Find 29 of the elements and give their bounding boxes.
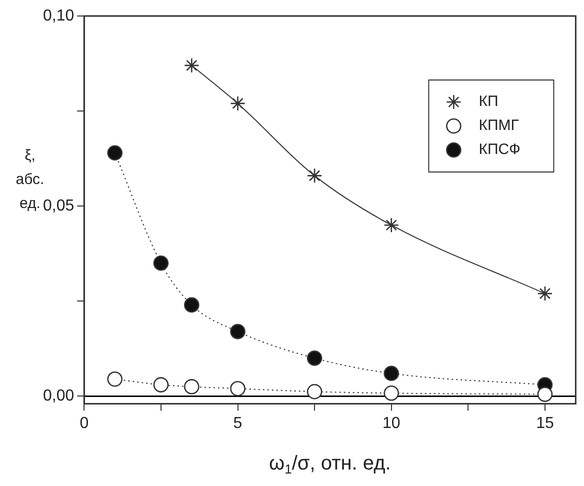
point: [306, 350, 322, 366]
x-tick-label: 15: [536, 414, 554, 432]
point: [537, 286, 553, 302]
x-tick-label: 0: [80, 414, 89, 432]
point: [306, 168, 322, 184]
x-tick-label: 10: [382, 414, 400, 432]
point: [230, 324, 246, 340]
point: [184, 379, 200, 394]
point: [153, 377, 169, 392]
point: [537, 386, 553, 402]
point: [107, 371, 123, 387]
legend-label: КПСФ: [478, 141, 520, 158]
legend-label: КПМГ: [478, 117, 519, 134]
point: [107, 145, 123, 161]
y-tick-label: 0,05: [43, 198, 74, 215]
y-axis-title: ξ, абс. ед.: [16, 147, 44, 212]
x-tick-label: 5: [233, 414, 242, 432]
point: [384, 366, 400, 382]
point: [230, 380, 246, 396]
point: [384, 386, 400, 401]
point: [306, 384, 322, 400]
y-tick-label: 0,10: [43, 7, 74, 24]
point: [384, 217, 400, 233]
point: [153, 255, 169, 271]
point: [184, 58, 200, 74]
point: [230, 96, 246, 112]
point: [184, 297, 200, 313]
legend-label: КП: [478, 93, 498, 110]
y-tick-label: 0,00: [43, 388, 74, 405]
